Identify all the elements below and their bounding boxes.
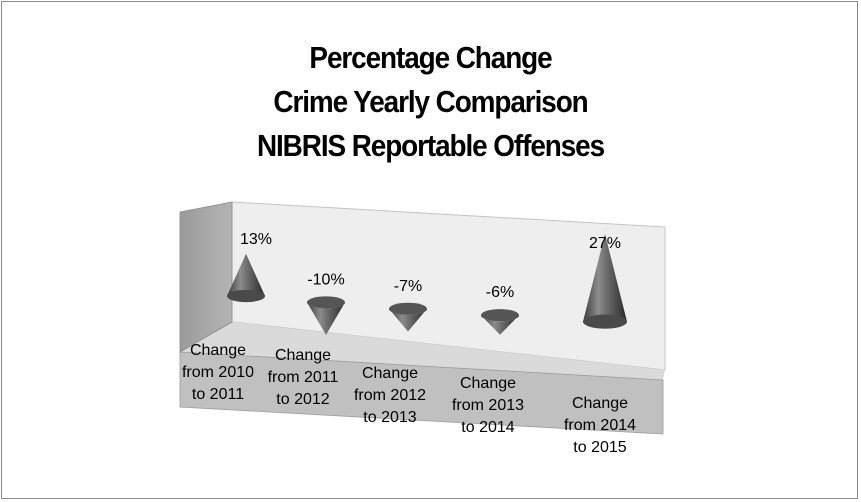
category-label-2: Change from 2011 to 2012 <box>268 347 339 408</box>
data-label-3: -7% <box>394 278 422 295</box>
cone-bar-4 <box>481 309 519 335</box>
cone-body <box>227 253 265 303</box>
chart-floor <box>180 322 665 380</box>
cone-bar-3 <box>389 302 427 332</box>
cone-bar-1 <box>227 253 265 303</box>
data-label-4: -6% <box>486 284 514 301</box>
data-label-2: -10% <box>307 271 344 288</box>
category-label-5: Change from 2014 to 2015 <box>564 395 636 456</box>
cone-base <box>583 314 627 329</box>
cone-bar-5 <box>583 233 627 329</box>
chart-side-wall <box>179 201 233 353</box>
chart-title-line-2: Crime Yearly Comparison <box>273 84 588 119</box>
category-label-4: Change from 2013 to 2014 <box>452 375 524 436</box>
category-label-3: Change from 2012 to 2013 <box>354 365 426 426</box>
cone-base <box>307 296 345 309</box>
cone-body <box>307 302 345 335</box>
cone-body <box>389 308 427 332</box>
cone-base <box>389 302 427 315</box>
chart-title-line-3: NIBRIS Reportable Offenses <box>256 128 605 163</box>
cone-bar-2 <box>307 296 345 335</box>
category-label-1: Change from 2010 to 2011 <box>182 342 254 403</box>
cone-base <box>227 289 265 303</box>
cone-body <box>583 233 627 329</box>
chart-title-line-1: Percentage Change <box>309 40 552 75</box>
data-label-5: 27% <box>589 235 621 252</box>
data-label-1: 13% <box>240 231 272 248</box>
cone-base <box>481 309 519 322</box>
cone-body <box>481 315 519 335</box>
chart-floor-front <box>179 351 664 435</box>
